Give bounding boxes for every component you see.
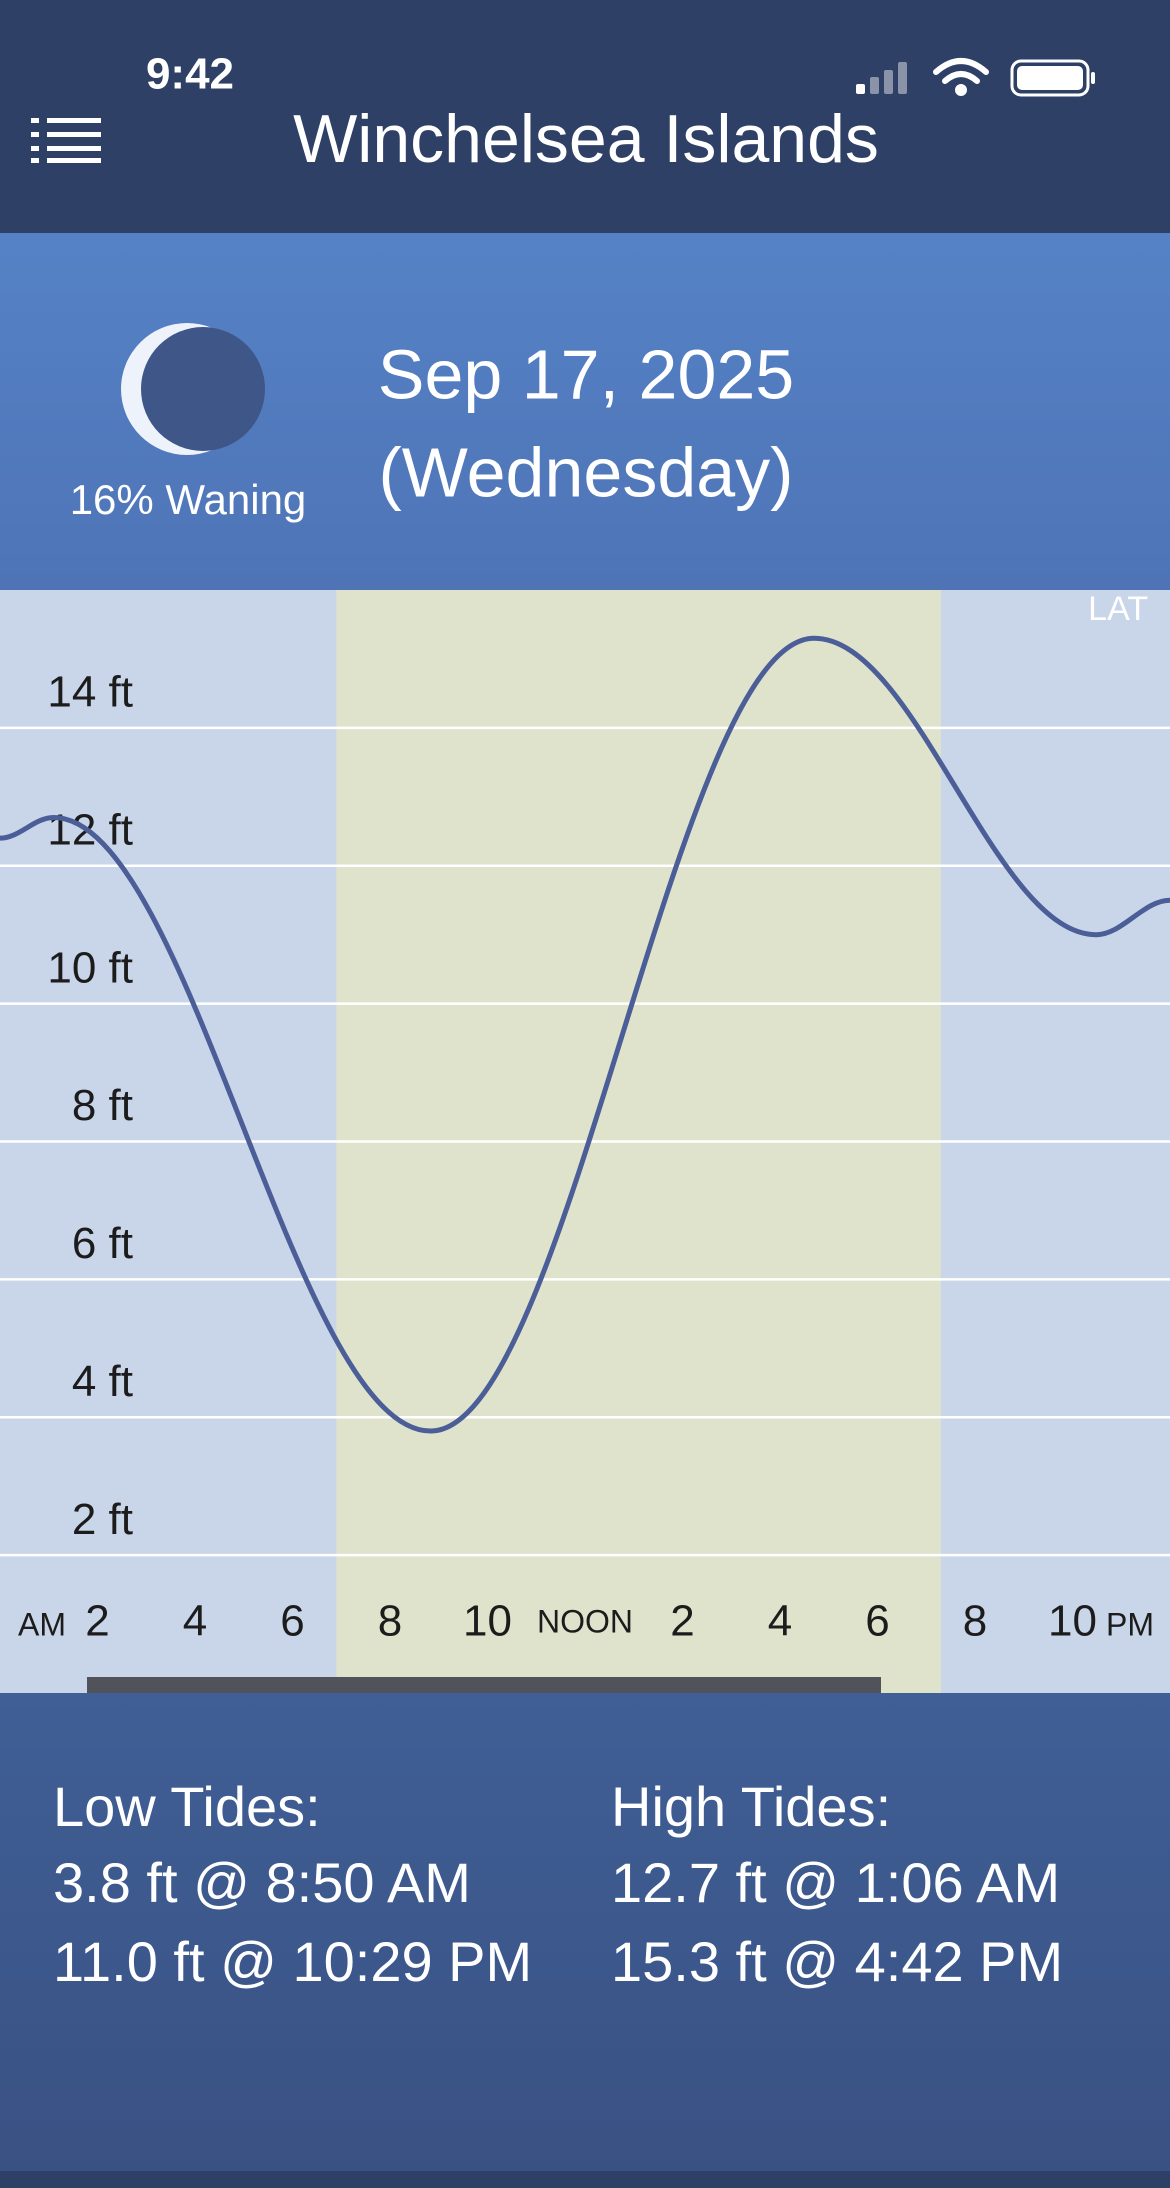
signal-icon	[856, 62, 907, 94]
x-tick-label: 2	[670, 1597, 694, 1646]
pm-label: PM	[1106, 1606, 1154, 1642]
y-tick-label: 8 ft	[72, 1081, 133, 1130]
weekday: (Wednesday)	[378, 433, 793, 511]
scroll-bar[interactable]	[87, 1677, 881, 1693]
x-tick-label: 8	[963, 1597, 987, 1646]
datum-label: LAT	[1088, 590, 1148, 628]
moon-icon	[121, 323, 265, 455]
x-tick-label: 4	[183, 1597, 207, 1646]
low-tides-title: Low Tides:	[53, 1775, 321, 1838]
tides-panel	[0, 1693, 1170, 2171]
high-tides-title: High Tides:	[611, 1775, 891, 1838]
x-tick-label: 2	[85, 1597, 109, 1646]
y-tick-label: 2 ft	[72, 1495, 133, 1544]
tide-line	[0, 635, 1170, 1434]
moon-phase: 16% Waning	[70, 476, 307, 523]
menu-button[interactable]	[31, 118, 101, 163]
header-bar	[0, 0, 1170, 233]
am-label: AM	[18, 1606, 66, 1642]
x-tick-label: 6	[280, 1597, 304, 1646]
x-tick-label: 8	[378, 1597, 402, 1646]
x-tick-label: 6	[865, 1597, 889, 1646]
y-tick-label: 6 ft	[72, 1219, 133, 1268]
date: Sep 17, 2025	[378, 335, 794, 413]
y-tick-label: 4 ft	[72, 1357, 133, 1406]
low-tide: 3.8 ft @ 8:50 AM	[53, 1851, 471, 1914]
high-tide: 12.7 ft @ 1:06 AM	[611, 1851, 1060, 1914]
bottom-bar	[0, 2171, 1170, 2188]
battery-icon	[1010, 59, 1095, 97]
x-tick-label: 4	[768, 1597, 792, 1646]
location-title: Winchelsea Islands	[293, 101, 879, 177]
low-tide: 11.0 ft @ 10:29 PM	[53, 1930, 532, 1993]
x-tick-label: 10	[463, 1597, 512, 1646]
status-time: 9:42	[146, 50, 234, 99]
wifi-icon	[933, 58, 989, 96]
y-tick-label: 10 ft	[47, 943, 133, 992]
high-tide: 15.3 ft @ 4:42 PM	[611, 1930, 1063, 1993]
y-tick-label: 14 ft	[47, 668, 133, 717]
x-tick-label: NOON	[537, 1603, 633, 1639]
x-tick-label: 10	[1048, 1597, 1097, 1646]
